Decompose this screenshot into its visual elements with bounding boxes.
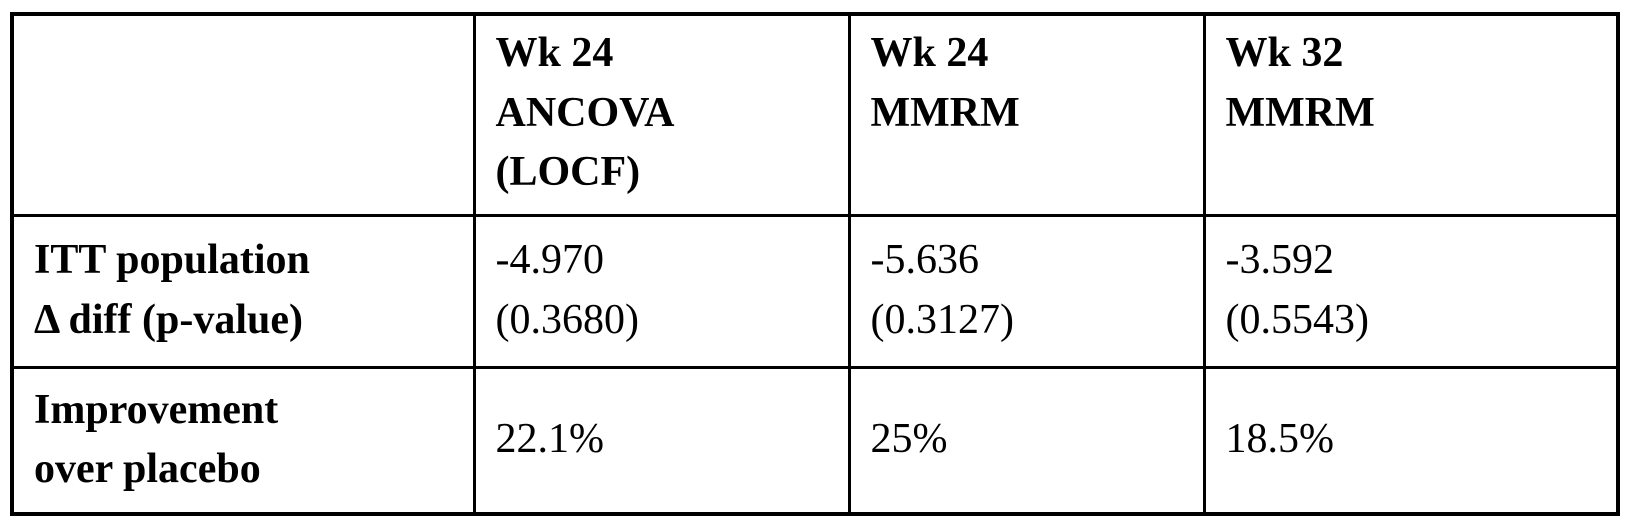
header-cell-wk24-ancova-locf: Wk 24 ANCOVA (LOCF) — [472, 12, 851, 217]
cell-improvement-wk24-mmrm: 25% — [847, 365, 1206, 516]
cell-improvement-wk24-ancova: 22.1% — [472, 365, 851, 516]
results-table: Wk 24 ANCOVA (LOCF) Wk 24 MMRM Wk 32 MMR… — [10, 12, 1620, 516]
row-label-itt-population: ITT population Δ diff (p-value) — [10, 213, 476, 369]
table-row-itt-population: ITT population Δ diff (p-value) -4.970 (… — [10, 213, 1620, 369]
row-label-improvement-over-placebo: Improvement over placebo — [10, 365, 476, 516]
table-row-improvement: Improvement over placebo 22.1% 25% 18.5% — [10, 365, 1620, 516]
cell-improvement-wk32-mmrm: 18.5% — [1202, 365, 1620, 516]
table-header-row: Wk 24 ANCOVA (LOCF) Wk 24 MMRM Wk 32 MMR… — [10, 12, 1620, 217]
header-cell-empty — [10, 12, 476, 217]
header-cell-wk24-mmrm: Wk 24 MMRM — [847, 12, 1206, 217]
cell-itt-wk24-ancova: -4.970 (0.3680) — [472, 213, 851, 369]
cell-itt-wk32-mmrm: -3.592 (0.5543) — [1202, 213, 1620, 369]
cell-itt-wk24-mmrm: -5.636 (0.3127) — [847, 213, 1206, 369]
header-cell-wk32-mmrm: Wk 32 MMRM — [1202, 12, 1620, 217]
